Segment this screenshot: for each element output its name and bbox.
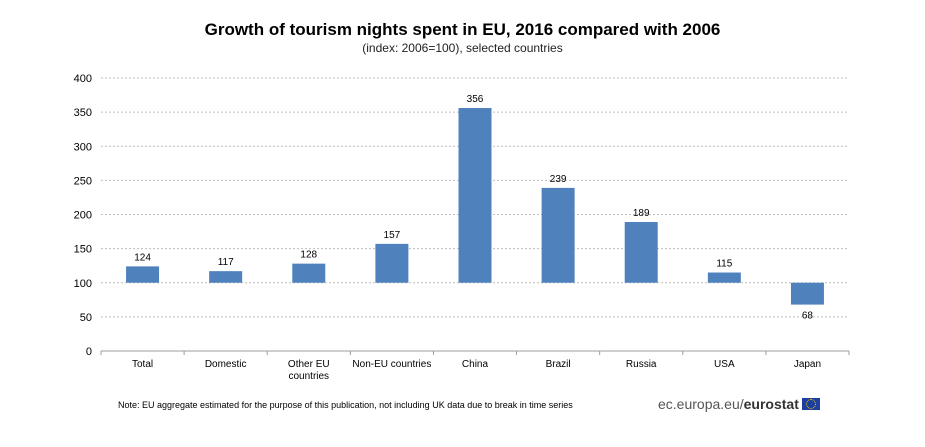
y-tick-label: 100 bbox=[74, 278, 92, 290]
footnote: Note: EU aggregate estimated for the pur… bbox=[118, 400, 573, 410]
eurostat-brand: ec.europa.eu/eurostat bbox=[658, 396, 820, 412]
data-label: 239 bbox=[550, 174, 567, 185]
x-tick-label: Total bbox=[132, 359, 153, 370]
y-tick-label: 350 bbox=[74, 107, 92, 119]
brand-prefix: ec.europa.eu/ bbox=[658, 396, 744, 412]
bar bbox=[624, 222, 658, 283]
brand-name: eurostat bbox=[743, 396, 799, 412]
data-label: 356 bbox=[467, 94, 484, 105]
data-label: 68 bbox=[802, 311, 814, 322]
data-label: 115 bbox=[716, 259, 732, 270]
x-tick-label: Japan bbox=[794, 359, 821, 370]
bar bbox=[126, 266, 160, 283]
y-tick-label: 400 bbox=[74, 73, 92, 85]
bar bbox=[541, 187, 575, 283]
x-tick-label: Brazil bbox=[546, 359, 571, 370]
bar bbox=[458, 108, 492, 283]
data-label: 117 bbox=[218, 257, 234, 268]
y-tick-label: 250 bbox=[74, 175, 92, 187]
data-label: 124 bbox=[134, 252, 151, 263]
x-tick-label: Domestic bbox=[205, 359, 247, 370]
chart-title: Growth of tourism nights spent in EU, 20… bbox=[204, 20, 721, 39]
data-label: 128 bbox=[300, 250, 317, 261]
eu-flag-icon bbox=[801, 398, 820, 410]
y-tick-label: 0 bbox=[86, 346, 92, 358]
x-tick-label: China bbox=[462, 359, 489, 370]
y-tick-label: 300 bbox=[74, 141, 92, 153]
y-tick-label: 150 bbox=[74, 244, 92, 256]
data-label: 157 bbox=[384, 230, 401, 241]
x-tick-label: Other EU countries bbox=[288, 359, 330, 382]
y-tick-label: 50 bbox=[80, 312, 92, 324]
bar bbox=[790, 282, 824, 305]
bar bbox=[209, 271, 243, 283]
bar bbox=[707, 272, 741, 283]
bar bbox=[292, 263, 326, 283]
y-tick-label: 200 bbox=[74, 210, 92, 222]
chart-subtitle: (index: 2006=100), selected countries bbox=[362, 41, 563, 55]
bar bbox=[375, 243, 409, 283]
x-tick-label: Russia bbox=[626, 359, 657, 370]
data-label: 189 bbox=[633, 208, 650, 219]
x-tick-label: USA bbox=[714, 359, 735, 370]
x-tick-label: Non-EU countries bbox=[352, 359, 431, 370]
